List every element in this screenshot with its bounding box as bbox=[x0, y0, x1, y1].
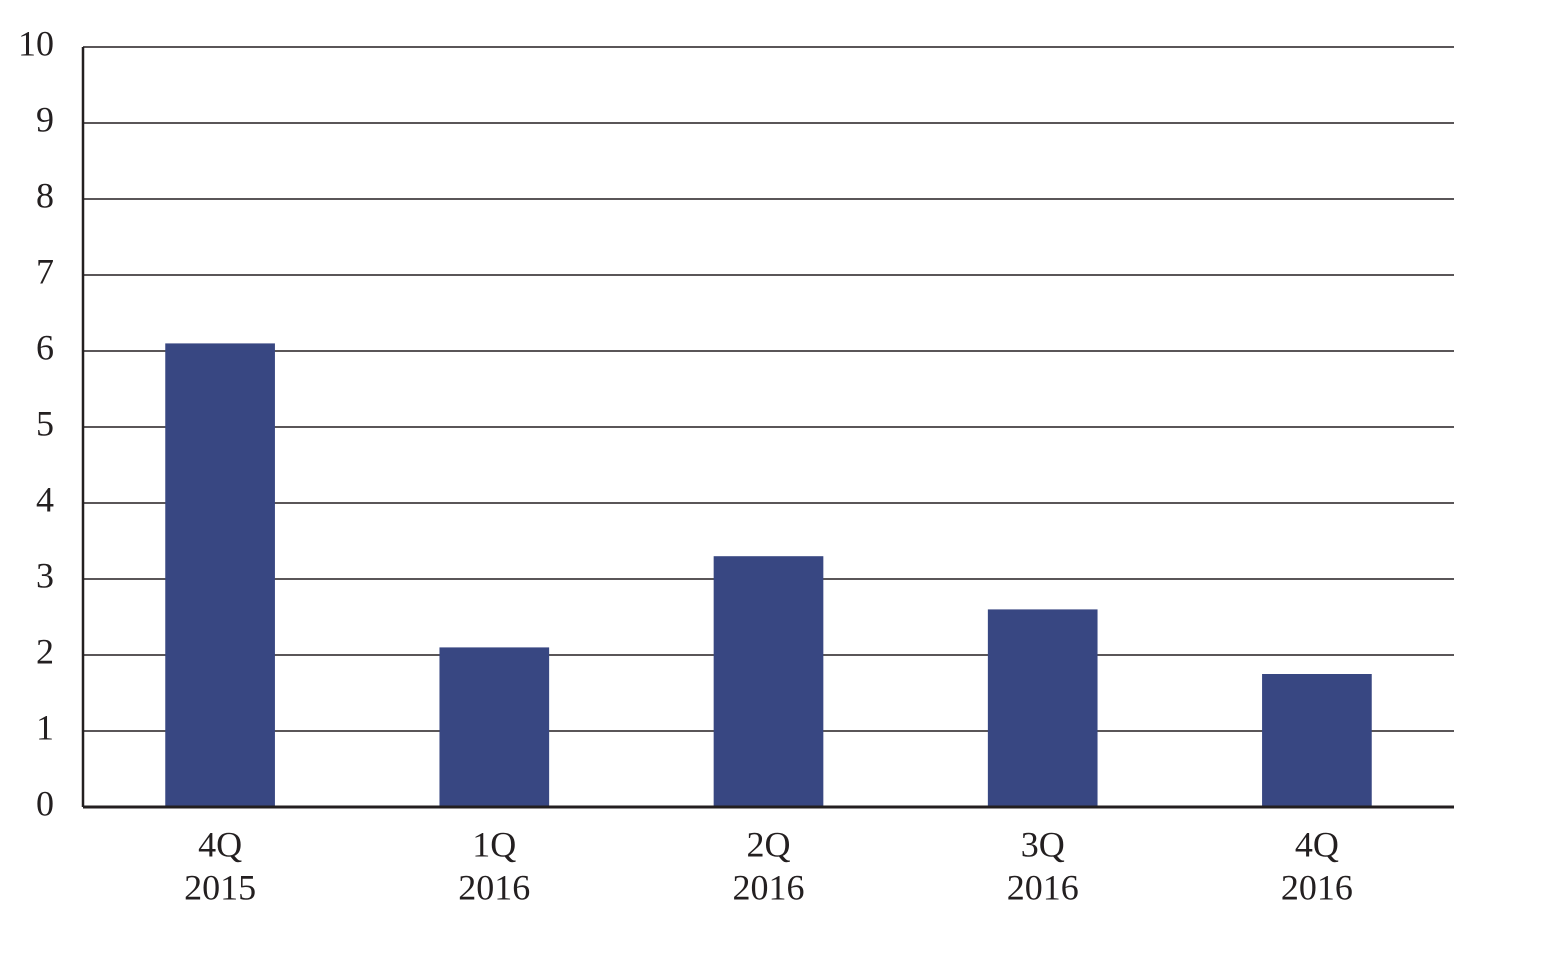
x-tick-label: 4Q bbox=[1295, 824, 1339, 864]
y-tick-label: 4 bbox=[36, 479, 54, 519]
x-tick-label: 4Q bbox=[198, 824, 242, 864]
x-tick-label: 2015 bbox=[184, 867, 256, 907]
bar bbox=[439, 647, 550, 807]
x-tick-label: 2016 bbox=[1007, 867, 1079, 907]
bar bbox=[1262, 674, 1372, 807]
y-tick-label: 10 bbox=[18, 23, 54, 63]
y-tick-label: 5 bbox=[36, 403, 54, 443]
y-tick-label: 0 bbox=[36, 783, 54, 823]
y-tick-label: 8 bbox=[36, 175, 54, 215]
x-tick-label: 2016 bbox=[1281, 867, 1353, 907]
x-tick-label: 2016 bbox=[733, 867, 805, 907]
y-tick-label: 3 bbox=[36, 555, 54, 595]
x-tick-label: 3Q bbox=[1021, 824, 1065, 864]
bar bbox=[987, 609, 1098, 807]
y-tick-label: 9 bbox=[36, 99, 54, 139]
x-tick-label: 2Q bbox=[747, 824, 791, 864]
y-tick-label: 2 bbox=[36, 631, 54, 671]
y-tick-label: 7 bbox=[36, 251, 54, 291]
x-tick-label: 2016 bbox=[458, 867, 530, 907]
y-tick-label: 1 bbox=[36, 707, 54, 747]
bar bbox=[165, 343, 275, 807]
y-tick-label: 6 bbox=[36, 327, 54, 367]
x-tick-label: 1Q bbox=[472, 824, 516, 864]
bar bbox=[713, 556, 824, 807]
